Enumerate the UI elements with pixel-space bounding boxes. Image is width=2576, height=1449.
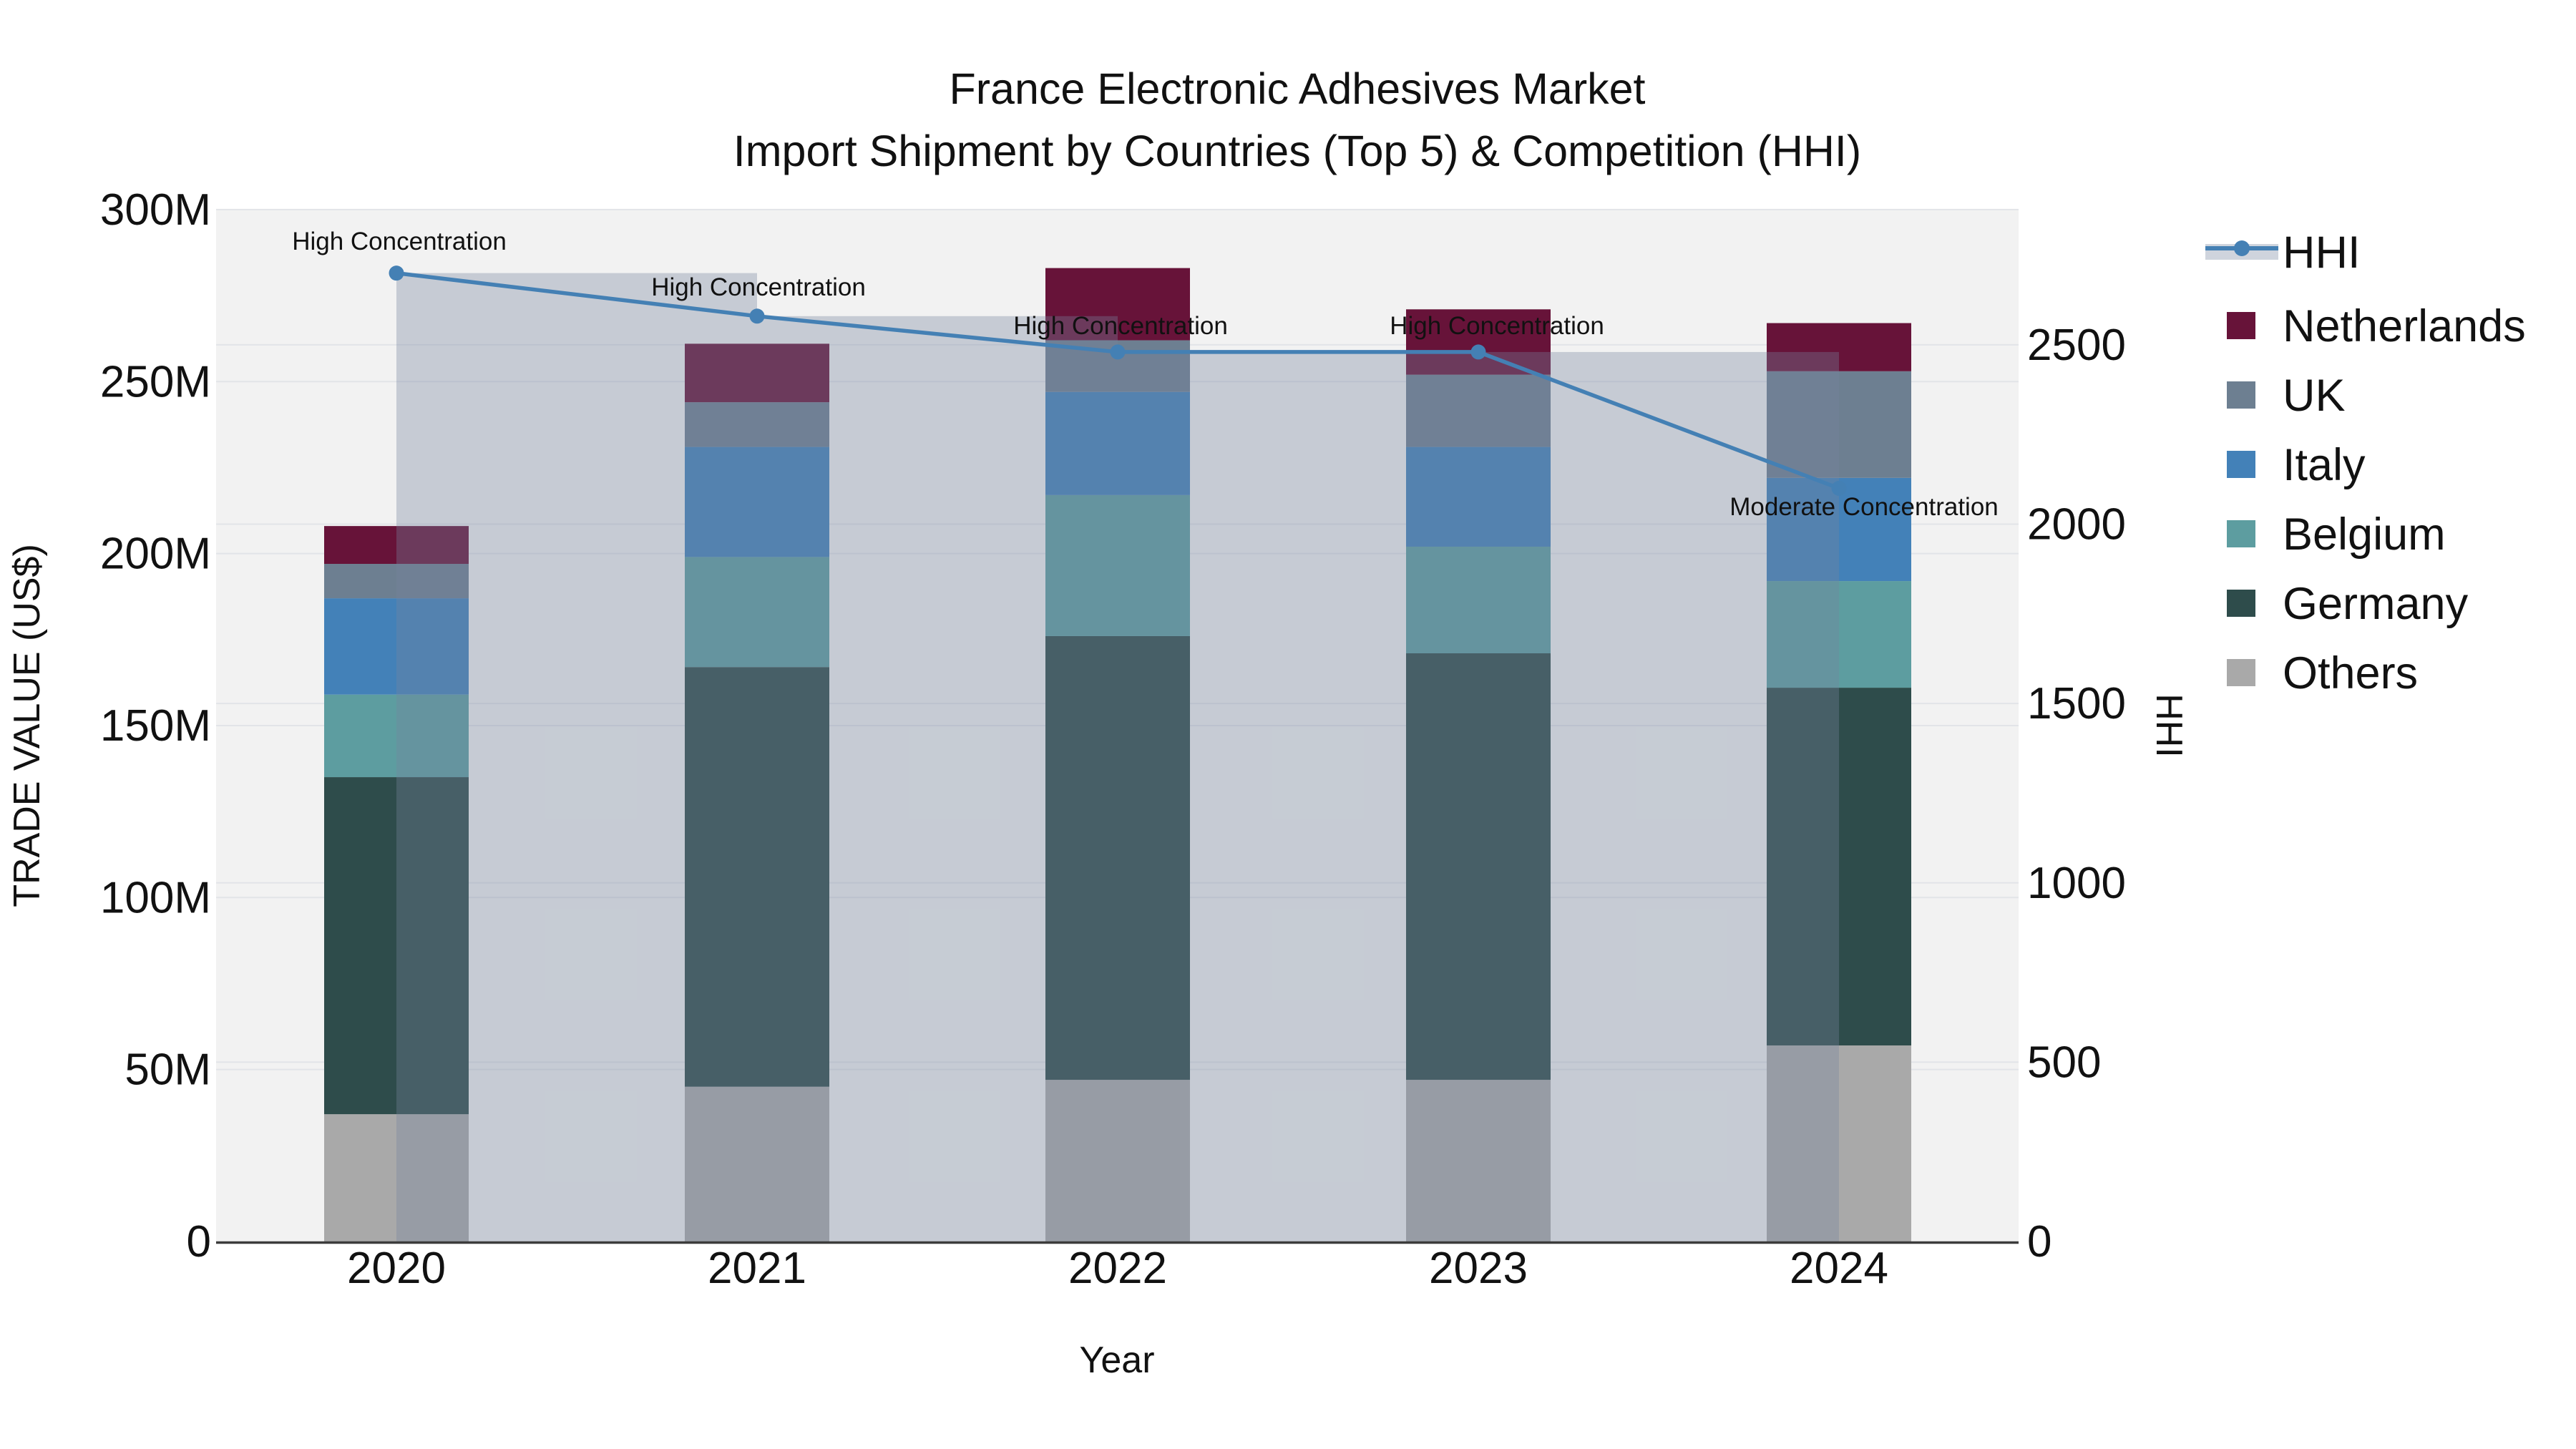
right-tick-2000: 2000 (2027, 500, 2126, 550)
legend-item-netherlands[interactable]: Netherlands (2227, 301, 2526, 351)
left-tick-100M: 100M (100, 873, 211, 922)
left-tick-150M: 150M (100, 701, 211, 751)
bar-segment-others-2022[interactable] (1045, 1080, 1190, 1241)
legend-item-belgium[interactable]: Belgium (2227, 509, 2446, 560)
legend-swatch-others (2227, 659, 2255, 686)
bar-segment-germany-2023[interactable] (1406, 653, 1551, 1080)
bar-segment-belgium-2022[interactable] (1045, 494, 1190, 636)
x-tick-2020: 2020 (347, 1244, 446, 1293)
right-tick-2500: 2500 (2027, 321, 2126, 370)
legend-label-italy: Italy (2283, 440, 2366, 490)
bar-segment-belgium-2021[interactable] (685, 557, 829, 668)
bar-segment-belgium-2024[interactable] (1767, 581, 1911, 688)
legend-label-germany: Germany (2283, 579, 2469, 629)
legend-item-italy[interactable]: Italy (2227, 440, 2366, 490)
x-axis-title: Year (1079, 1340, 1154, 1381)
bar-segment-germany-2021[interactable] (685, 667, 829, 1087)
left-tick-200M: 200M (100, 530, 211, 579)
bar-segment-germany-2022[interactable] (1045, 635, 1190, 1080)
stacked-bars (324, 268, 1911, 1241)
annotation-2023: High Concentration (1390, 312, 1604, 340)
annotation-2024: Moderate Concentration (1729, 493, 1999, 521)
bar-segment-uk-2023[interactable] (1406, 374, 1551, 447)
left-tick-300M: 300M (100, 185, 211, 235)
bar-segment-others-2021[interactable] (685, 1086, 829, 1241)
bar-segment-uk-2021[interactable] (685, 402, 829, 447)
x-tick-2021: 2021 (708, 1244, 806, 1293)
legend-swatch-italy (2227, 451, 2255, 478)
annotation-2022: High Concentration (1013, 312, 1228, 340)
chart-title-line2: Import Shipment by Countries (Top 5) & C… (733, 127, 1861, 175)
bar-segment-belgium-2023[interactable] (1406, 546, 1551, 654)
bar-segment-others-2020[interactable] (324, 1114, 469, 1241)
legend-item-others[interactable]: Others (2227, 648, 2418, 698)
right-tick-1500: 1500 (2027, 679, 2126, 728)
left-tick-250M: 250M (100, 357, 211, 406)
left-axis-tick-labels: 0 50M 100M 150M 200M 250M 300M (100, 185, 211, 1267)
bar-segment-germany-2020[interactable] (324, 777, 469, 1115)
hhi-band-step-2021 (757, 316, 1118, 1242)
bar-segment-belgium-2020[interactable] (324, 694, 469, 778)
right-tick-500: 500 (2027, 1038, 2101, 1087)
annotation-2021: High Concentration (651, 273, 866, 301)
hhi-band-step-2023 (1478, 351, 1839, 1241)
legend-label-netherlands: Netherlands (2283, 301, 2526, 351)
right-axis-title: HHI (2148, 693, 2190, 758)
bar-segment-others-2024[interactable] (1767, 1045, 1911, 1241)
bar-segment-italy-2020[interactable] (324, 598, 469, 695)
right-tick-0: 0 (2027, 1217, 2051, 1267)
legend-item-hhi[interactable]: HHI (2205, 228, 2361, 278)
hhi-marker-2022[interactable] (1110, 344, 1126, 360)
hhi-marker-2023[interactable] (1470, 344, 1486, 360)
bar-segment-netherlands-2024[interactable] (1767, 323, 1911, 371)
bar-segment-italy-2021[interactable] (685, 447, 829, 557)
hhi-marker-2020[interactable] (389, 265, 404, 281)
hhi-band-step-2022 (1118, 351, 1478, 1241)
bar-segment-netherlands-2023[interactable] (1406, 309, 1551, 375)
legend-item-uk[interactable]: UK (2227, 371, 2346, 421)
bar-segment-netherlands-2022[interactable] (1045, 268, 1190, 341)
bar-segment-others-2023[interactable] (1406, 1080, 1551, 1241)
legend-label-belgium: Belgium (2283, 509, 2446, 560)
bar-segment-italy-2022[interactable] (1045, 391, 1190, 495)
legend-item-germany[interactable]: Germany (2227, 579, 2469, 629)
legend-label-others: Others (2283, 648, 2418, 698)
hhi-annotations: High Concentration High Concentration High… (292, 228, 1999, 521)
hhi-line-series (389, 265, 1847, 496)
left-tick-0: 0 (187, 1217, 211, 1267)
x-tick-2024: 2024 (1790, 1244, 1888, 1293)
legend-swatch-netherlands (2227, 312, 2255, 339)
chart-title-line1: France Electronic Adhesives Market (949, 64, 1645, 113)
left-tick-50M: 50M (125, 1045, 211, 1095)
legend-swatch-germany (2227, 590, 2255, 617)
hhi-marker-2024[interactable] (1831, 480, 1847, 496)
bar-segment-uk-2020[interactable] (324, 564, 469, 599)
legend-label-hhi: HHI (2283, 228, 2361, 278)
bar-segment-uk-2024[interactable] (1767, 371, 1911, 478)
legend: HHI Netherlands UK Italy Belgium Germany Other… (2205, 228, 2526, 698)
hhi-step-area (396, 273, 1839, 1242)
legend-label-uk: UK (2283, 371, 2346, 421)
hhi-band-step-2020 (396, 273, 757, 1242)
right-tick-1000: 1000 (2027, 859, 2126, 908)
hhi-marker-2021[interactable] (749, 308, 765, 324)
bar-segment-italy-2023[interactable] (1406, 447, 1551, 547)
legend-swatch-belgium (2227, 520, 2255, 547)
x-tick-2023: 2023 (1429, 1244, 1528, 1293)
right-axis-tick-labels: 0 500 1000 1500 2000 2500 (2027, 321, 2126, 1267)
bar-segment-netherlands-2020[interactable] (324, 526, 469, 565)
x-axis-tick-labels: 2020 2021 2022 2023 2024 (347, 1244, 1888, 1293)
bar-segment-germany-2024[interactable] (1767, 688, 1911, 1046)
annotation-2020: High Concentration (292, 228, 507, 255)
left-axis-title: TRADE VALUE (US$) (6, 544, 48, 907)
bar-segment-netherlands-2021[interactable] (685, 343, 829, 403)
legend-swatch-uk (2227, 381, 2255, 409)
legend-hhi-marker-icon (2234, 240, 2250, 256)
x-tick-2022: 2022 (1068, 1244, 1167, 1293)
